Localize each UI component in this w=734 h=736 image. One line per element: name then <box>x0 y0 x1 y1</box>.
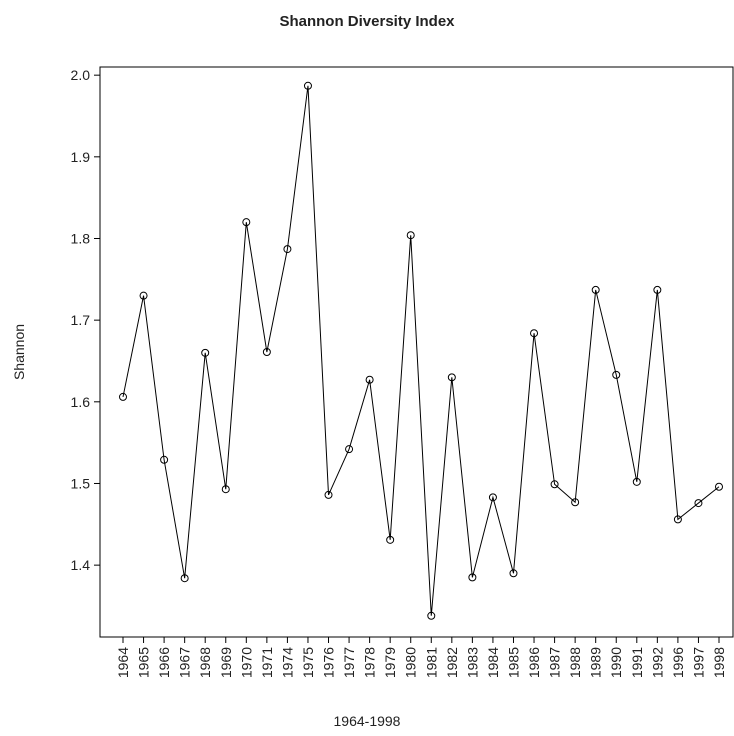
point <box>447 373 456 382</box>
point <box>468 573 477 582</box>
point <box>694 499 703 508</box>
x-tick-label: 1969 <box>218 647 234 678</box>
point <box>324 490 333 499</box>
x-tick-label: 1987 <box>547 647 563 678</box>
point <box>571 498 580 507</box>
x-axis-label: 1964-1998 <box>334 713 401 729</box>
x-tick-label: 1988 <box>567 647 583 678</box>
point <box>653 285 662 294</box>
x-tick-label: 1991 <box>629 647 645 678</box>
x-tick-label: 1992 <box>649 647 665 678</box>
x-tick-label: 1975 <box>300 647 316 678</box>
y-tick-label: 1.6 <box>71 394 91 410</box>
line <box>122 85 720 616</box>
x-tick-label: 1997 <box>690 647 706 678</box>
point <box>242 218 251 227</box>
point <box>283 245 292 254</box>
plot-frame <box>99 66 734 638</box>
y-tick-label: 1.7 <box>71 312 91 328</box>
point <box>591 285 600 294</box>
x-tick-label: 1982 <box>444 647 460 678</box>
x-tick-label: 1981 <box>423 647 439 678</box>
point <box>715 482 723 491</box>
x-tick-label: 1996 <box>670 647 686 678</box>
y-tick-label: 1.9 <box>71 149 91 165</box>
point <box>303 81 312 90</box>
y-tick-label: 1.4 <box>71 557 91 573</box>
x-tick-label: 1970 <box>238 647 254 678</box>
point <box>139 291 148 300</box>
point <box>365 375 374 384</box>
point <box>427 611 436 620</box>
x-tick-label: 1980 <box>403 647 419 678</box>
x-tick-label: 1998 <box>711 647 727 678</box>
point <box>180 574 189 583</box>
x-tick-label: 1978 <box>362 647 378 678</box>
point <box>673 515 682 524</box>
x-tick-label: 1968 <box>197 647 213 678</box>
point <box>550 480 559 489</box>
x-tick-label: 1979 <box>382 647 398 678</box>
y-tick-label: 1.8 <box>71 230 91 246</box>
x-tick-label: 1986 <box>526 647 542 678</box>
x-tick-label: 1974 <box>279 647 295 678</box>
x-tick-label: 1983 <box>464 647 480 678</box>
x-tick-label: 1977 <box>341 647 357 678</box>
y-tick-label: 2.0 <box>71 67 91 83</box>
x-tick-label: 1989 <box>588 647 604 678</box>
x-tick-label: 1964 <box>115 647 131 678</box>
point <box>406 231 415 240</box>
point <box>119 392 127 401</box>
x-tick-label: 1971 <box>259 647 275 678</box>
x-tick-label: 1985 <box>505 647 521 678</box>
point <box>386 535 395 544</box>
chart-title: Shannon Diversity Index <box>279 13 455 30</box>
y-axis-label: Shannon <box>11 324 27 380</box>
point <box>530 329 539 338</box>
x-tick-label: 1984 <box>485 647 501 678</box>
x-tick-label: 1966 <box>156 647 172 678</box>
point <box>509 569 518 578</box>
y-tick-label: 1.5 <box>71 475 91 491</box>
point <box>221 485 230 494</box>
point <box>488 493 497 502</box>
x-tick-label: 1967 <box>177 647 193 678</box>
point <box>262 348 271 356</box>
x-tick-label: 1976 <box>321 647 337 678</box>
point <box>160 455 169 464</box>
point <box>201 348 210 357</box>
x-tick-label: 1965 <box>136 647 152 678</box>
point <box>345 445 354 454</box>
x-tick-label: 1990 <box>608 647 624 678</box>
point <box>612 370 621 379</box>
point <box>632 477 641 486</box>
